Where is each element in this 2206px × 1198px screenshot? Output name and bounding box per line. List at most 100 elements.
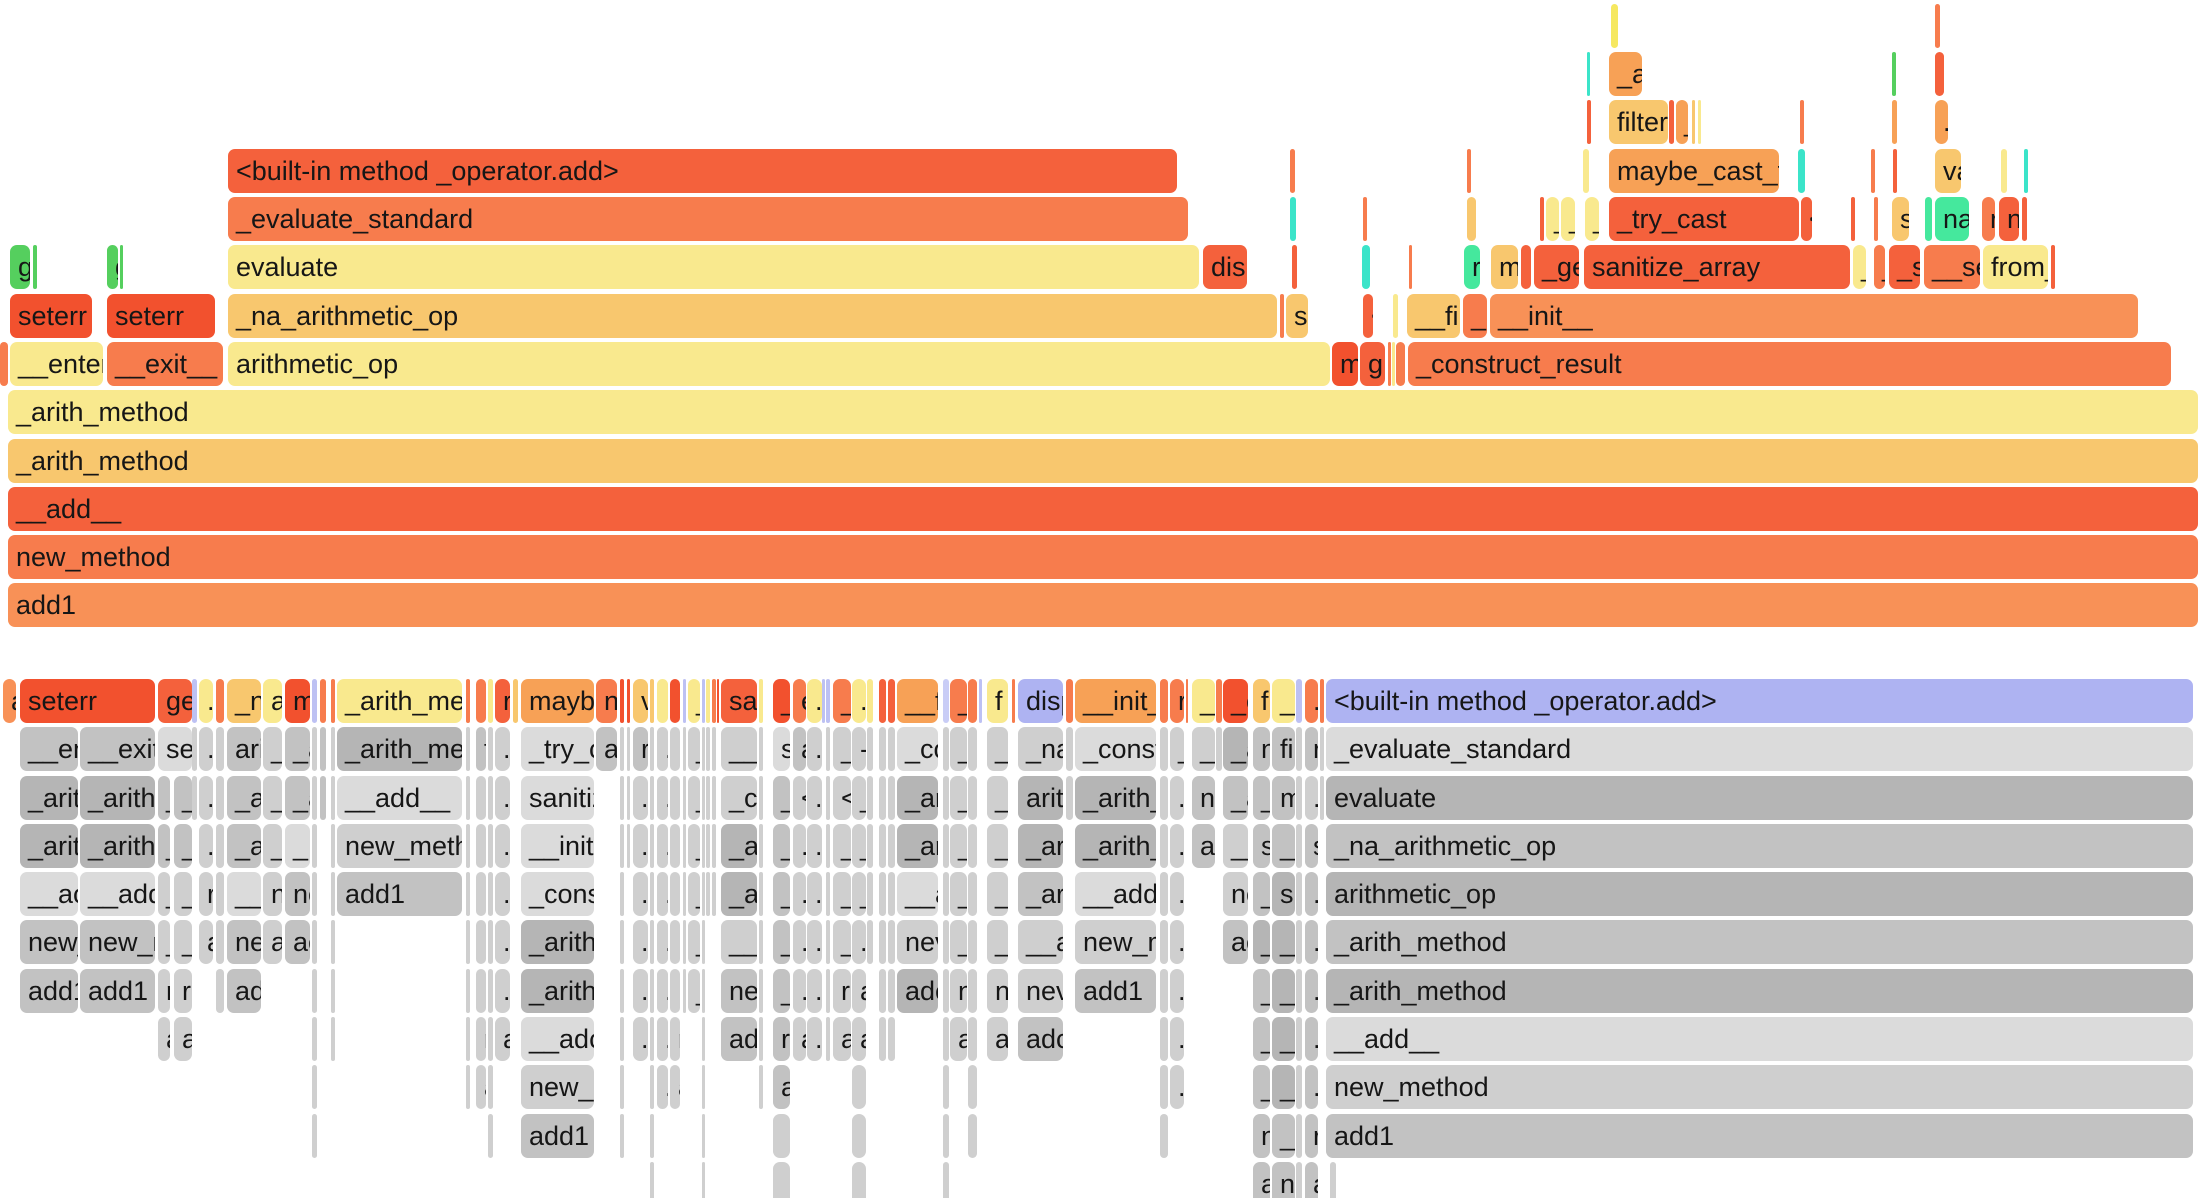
flame-frame[interactable]: _ xyxy=(987,727,1008,771)
flame-frame[interactable]: _a xyxy=(285,776,310,820)
flame-frame[interactable] xyxy=(1669,100,1674,144)
flame-frame[interactable] xyxy=(888,727,895,771)
flame-frame[interactable]: . xyxy=(633,920,648,964)
flame-frame[interactable] xyxy=(968,872,977,916)
flame-frame[interactable] xyxy=(466,776,470,820)
flame-frame[interactable]: fi xyxy=(1272,727,1295,771)
flame-frame[interactable] xyxy=(702,1114,705,1158)
flame-frame[interactable]: _ xyxy=(1676,100,1688,144)
flame-frame[interactable]: __ xyxy=(721,920,757,964)
flame-frame[interactable] xyxy=(216,679,224,723)
flame-frame[interactable]: r xyxy=(174,969,192,1013)
flame-frame[interactable]: g xyxy=(1360,342,1385,386)
flame-frame[interactable] xyxy=(1160,679,1168,723)
flame-frame[interactable] xyxy=(488,679,493,723)
flame-frame[interactable]: r xyxy=(670,1017,680,1061)
flame-frame[interactable] xyxy=(620,1114,624,1158)
flame-frame[interactable]: _cons xyxy=(521,872,594,916)
flame-frame[interactable] xyxy=(826,824,830,868)
flame-frame[interactable]: . xyxy=(657,969,668,1013)
flame-frame[interactable]: _arith_ xyxy=(1075,824,1156,868)
flame-frame[interactable]: _a xyxy=(1609,52,1642,96)
flame-frame[interactable]: _ xyxy=(833,727,851,771)
flame-frame[interactable]: r xyxy=(1305,727,1318,771)
flame-frame[interactable]: < xyxy=(833,776,851,820)
flame-frame[interactable]: _try_c xyxy=(521,727,594,771)
flame-frame[interactable] xyxy=(312,872,317,916)
flame-frame[interactable] xyxy=(773,1114,790,1158)
flame-frame[interactable]: evaluate xyxy=(1326,776,2193,820)
flame-frame[interactable]: . xyxy=(657,824,668,868)
flame-frame[interactable]: - xyxy=(852,727,866,771)
flame-frame[interactable]: _ar xyxy=(1018,824,1063,868)
flame-frame[interactable]: n xyxy=(950,969,967,1013)
flame-frame[interactable] xyxy=(712,872,716,916)
flame-frame[interactable]: _ xyxy=(773,679,790,723)
flame-frame[interactable]: . xyxy=(495,969,510,1013)
flame-frame[interactable]: f xyxy=(987,679,1008,723)
flame-frame[interactable]: r xyxy=(320,727,326,771)
flame-frame[interactable]: . xyxy=(657,776,668,820)
flame-frame[interactable]: na xyxy=(1935,197,1969,241)
flame-frame[interactable] xyxy=(702,727,705,771)
flame-frame[interactable]: . xyxy=(793,824,806,868)
flame-frame[interactable]: r xyxy=(773,1017,790,1061)
flame-frame[interactable]: maybe xyxy=(521,679,594,723)
flame-frame[interactable]: _ xyxy=(1253,872,1270,916)
flame-frame[interactable] xyxy=(331,1017,335,1061)
flame-frame[interactable]: _ xyxy=(773,920,790,964)
flame-frame[interactable] xyxy=(759,920,763,964)
flame-frame[interactable]: _ xyxy=(263,824,282,868)
flame-frame[interactable] xyxy=(1296,679,1302,723)
flame-frame[interactable] xyxy=(620,872,624,916)
flame-frame[interactable] xyxy=(712,776,716,820)
flame-frame[interactable]: _ xyxy=(1253,1065,1270,1109)
flame-frame[interactable]: a xyxy=(495,1017,510,1061)
flame-frame[interactable]: r xyxy=(476,1017,486,1061)
flame-frame[interactable]: _arit xyxy=(20,824,78,868)
flame-frame[interactable]: . xyxy=(807,969,822,1013)
flame-frame[interactable] xyxy=(488,1114,493,1158)
flame-frame[interactable]: s xyxy=(1892,197,1909,241)
flame-frame[interactable] xyxy=(466,1065,470,1109)
flame-frame[interactable] xyxy=(683,776,686,820)
flame-frame[interactable]: a xyxy=(199,920,213,964)
flame-frame[interactable]: _ xyxy=(852,872,866,916)
flame-frame[interactable]: . xyxy=(476,872,486,916)
flame-frame[interactable]: seterr xyxy=(107,294,215,338)
flame-frame[interactable]: _ xyxy=(1216,727,1222,771)
flame-frame[interactable] xyxy=(620,920,624,964)
flame-frame[interactable]: a xyxy=(174,1017,192,1061)
flame-frame[interactable] xyxy=(2051,245,2055,289)
flame-frame[interactable]: a xyxy=(950,1017,967,1061)
flame-frame[interactable]: m xyxy=(285,679,310,723)
flame-frame[interactable] xyxy=(650,1114,654,1158)
flame-frame[interactable] xyxy=(683,969,686,1013)
flame-frame[interactable]: r xyxy=(158,969,170,1013)
flame-frame[interactable] xyxy=(466,872,470,916)
flame-frame[interactable]: a xyxy=(670,1065,680,1109)
flame-frame[interactable] xyxy=(650,1017,654,1061)
flame-frame[interactable] xyxy=(1292,245,1297,289)
flame-frame[interactable]: . xyxy=(657,727,668,771)
flame-frame[interactable] xyxy=(1540,197,1544,241)
flame-frame[interactable] xyxy=(1467,197,1476,241)
flame-frame[interactable]: . xyxy=(807,872,822,916)
flame-frame[interactable]: . xyxy=(867,920,873,964)
flame-frame[interactable] xyxy=(33,245,37,289)
flame-frame[interactable]: _ xyxy=(688,969,700,1013)
flame-frame[interactable] xyxy=(1296,776,1302,820)
flame-frame[interactable]: . xyxy=(1160,776,1168,820)
flame-frame[interactable] xyxy=(331,824,335,868)
flame-frame[interactable]: a xyxy=(596,727,617,771)
flame-frame[interactable] xyxy=(331,679,335,723)
flame-frame[interactable]: n xyxy=(1192,776,1215,820)
flame-frame[interactable]: _s xyxy=(1889,245,1920,289)
flame-frame[interactable]: _arith xyxy=(521,920,594,964)
flame-frame[interactable]: s xyxy=(1305,824,1318,868)
flame-frame[interactable]: .. xyxy=(199,776,213,820)
flame-frame[interactable]: _evaluate_standard xyxy=(228,197,1188,241)
flame-frame[interactable]: . xyxy=(633,872,648,916)
flame-frame[interactable]: . xyxy=(633,776,648,820)
flame-frame[interactable]: _arith_method xyxy=(1326,969,2193,1013)
